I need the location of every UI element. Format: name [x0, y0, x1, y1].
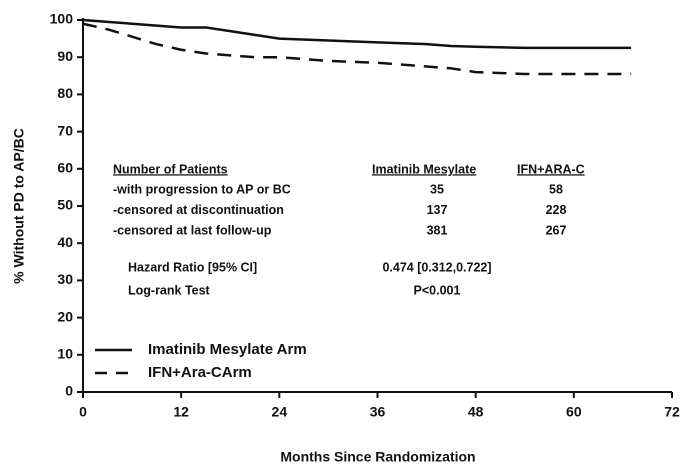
- x-tick-label: 48: [468, 404, 484, 420]
- table-row-label: -with progression to AP or BC: [113, 182, 291, 196]
- x-tick-label: 72: [664, 404, 680, 420]
- table-cell: 35: [430, 182, 444, 196]
- y-tick-label: 10: [57, 346, 73, 362]
- stat-label: Log-rank Test: [128, 283, 211, 297]
- table-row-label: -censored at last follow-up: [113, 223, 272, 237]
- y-tick-label: 40: [57, 234, 73, 250]
- table-cell: 381: [427, 223, 448, 237]
- table-cell: 228: [546, 203, 567, 217]
- y-axis-title: % Without PD to AP/BC: [11, 128, 27, 284]
- y-tick-label: 0: [65, 383, 73, 399]
- stat-value: P<0.001: [414, 283, 461, 297]
- y-tick-label: 30: [57, 271, 73, 287]
- x-tick-label: 36: [370, 404, 386, 420]
- y-tick-label: 70: [57, 122, 73, 138]
- x-tick-label: 60: [566, 404, 582, 420]
- x-tick-label: 12: [173, 404, 189, 420]
- table-header: Number of Patients: [113, 162, 228, 176]
- table-header: Imatinib Mesylate: [372, 162, 476, 176]
- x-axis-title: Months Since Randomization: [280, 449, 475, 465]
- legend-label: Imatinib Mesylate Arm: [148, 341, 307, 358]
- y-tick-label: 60: [57, 160, 73, 176]
- x-tick-label: 0: [79, 404, 87, 420]
- table-cell: 137: [427, 203, 448, 217]
- y-tick-label: 90: [57, 48, 73, 64]
- y-tick-label: 50: [57, 197, 73, 213]
- y-tick-label: 20: [57, 308, 73, 324]
- table-cell: 58: [549, 182, 563, 196]
- x-tick-label: 24: [272, 404, 288, 420]
- y-tick-label: 80: [57, 85, 73, 101]
- table-header: IFN+ARA-C: [517, 162, 585, 176]
- table-cell: 267: [546, 223, 567, 237]
- table-row-label: -censored at discontinuation: [113, 203, 284, 217]
- stat-label: Hazard Ratio [95% CI]: [128, 260, 257, 274]
- y-tick-label: 100: [50, 11, 74, 27]
- legend-label: IFN+Ara-CArm: [148, 364, 252, 381]
- series-line: [82, 18, 632, 50]
- stat-value: 0.474 [0.312,0.722]: [382, 260, 491, 274]
